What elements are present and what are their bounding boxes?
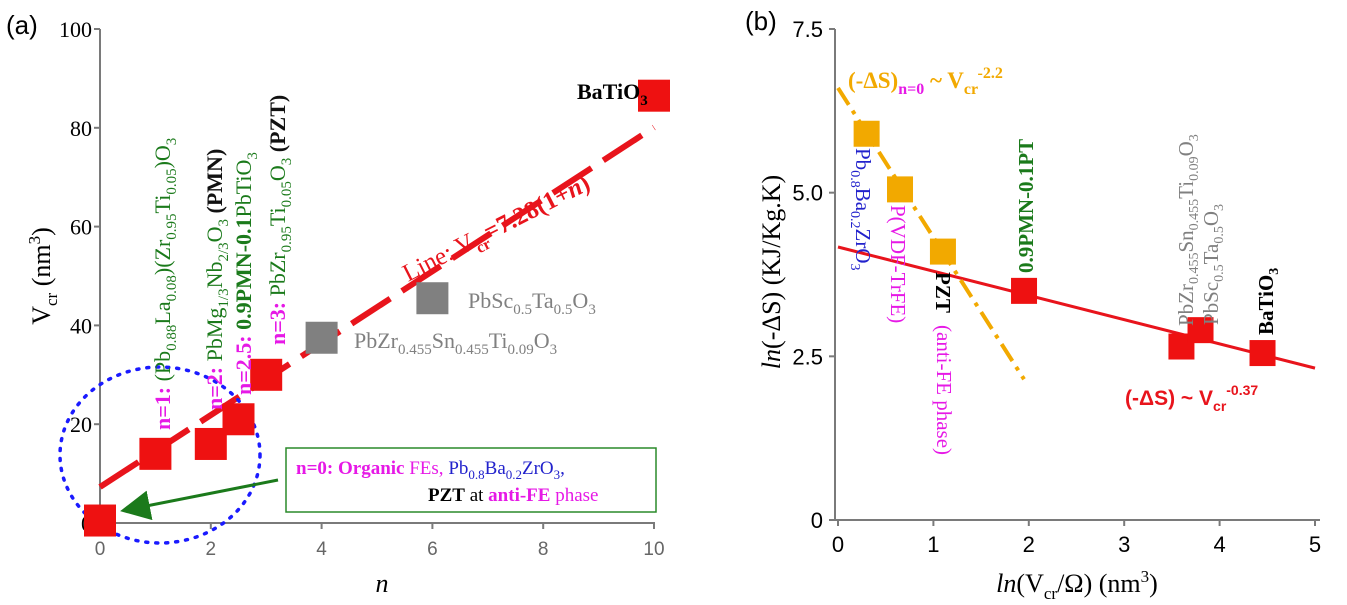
panel-b: (b) 0 1 2 3 4 5 0 2.5 5.0 7.5 ln(Vcr/Ω) (nm3) ln(… bbox=[745, 6, 1321, 603]
panel-a-n25-label: n=2.5: 0.9PMN-0.1PbTiO3 bbox=[231, 152, 261, 395]
panel-a-red-point bbox=[194, 427, 227, 460]
panel-a-pbsc-label: PbSc0.5Ta0.5O3 bbox=[468, 288, 596, 318]
panel-b-pvdf-label: P(VDF-TrFE) bbox=[886, 205, 910, 323]
panel-b-pmn-label: 0.9PMN-0.1PT bbox=[1014, 139, 1038, 273]
panel-b-orange-point bbox=[853, 120, 880, 147]
panel-a-x-tick-label: 6 bbox=[427, 539, 438, 560]
panel-b-orange-point bbox=[887, 176, 914, 203]
panel-b-red-point bbox=[1011, 277, 1038, 304]
panel-a-x-label: n bbox=[376, 569, 389, 598]
panel-a-x-tick-label: 4 bbox=[316, 539, 327, 560]
panel-a-x-tick-label: 2 bbox=[206, 539, 217, 560]
panel-b-ticks: 0 1 2 3 4 5 0 2.5 5.0 7.5 bbox=[792, 17, 1321, 557]
panel-b-y-tick-label: 2.5 bbox=[792, 344, 823, 369]
panel-b-x-tick-label: 2 bbox=[1023, 532, 1035, 557]
panel-b-red-fit-line bbox=[837, 245, 1316, 370]
panel-b-batio3-label: BaTiO3 bbox=[1254, 268, 1282, 335]
panel-b-orange-label: (-ΔS)n=0 ~ Vcr-2.2 bbox=[848, 65, 1003, 98]
panel-a-y-tick-label: 40 bbox=[70, 313, 92, 338]
panel-b-y-label: ln(-ΔS) (KJ/Kg.K) bbox=[757, 175, 786, 369]
panel-a-dotted-circle bbox=[58, 365, 262, 545]
panel-b-pzt-label: PZT bbox=[931, 272, 955, 313]
panel-a-callout-box bbox=[285, 447, 657, 513]
panel-b-tag: (b) bbox=[745, 6, 777, 36]
panel-b-y-tick-label: 0 bbox=[811, 508, 823, 533]
panel-b-red-point bbox=[1249, 340, 1276, 367]
panel-a-red-point bbox=[250, 358, 283, 391]
panel-a-red-point bbox=[139, 437, 172, 470]
panel-b-x-tick-label: 1 bbox=[927, 532, 939, 557]
panel-b-y-tick-label: 7.5 bbox=[792, 17, 823, 42]
panel-b-x-tick-label: 3 bbox=[1118, 532, 1130, 557]
panel-a-n2-label: n=2: PbMg1/3Nb2/3O3 (PMN) bbox=[202, 149, 232, 410]
panel-a: (a) 0246810020406080100 n Vcr (nm3) BaTi… bbox=[6, 10, 670, 598]
panel-b-points bbox=[853, 120, 1276, 367]
panel-a-batio3-label: BaTiO3 bbox=[577, 79, 648, 109]
panel-a-x-tick-label: 10 bbox=[643, 539, 664, 560]
panel-a-red-point bbox=[84, 504, 116, 537]
panel-a-n3-label: n=3: PbZr0.95Ti0.05O3 (PZT) bbox=[265, 95, 295, 345]
panel-b-x-tick-label: 4 bbox=[1213, 532, 1225, 557]
panel-b-antife-label: (anti-FE phase) bbox=[932, 325, 956, 455]
panel-a-x-tick-label: 8 bbox=[538, 539, 549, 560]
panel-a-y-label: Vcr (nm3) bbox=[25, 227, 61, 325]
panel-b-orange-point bbox=[929, 238, 956, 265]
panel-a-callout-arrow bbox=[120, 478, 279, 521]
panel-b-x-label: ln(Vcr/Ω) (nm3) bbox=[996, 567, 1158, 603]
panel-a-points bbox=[84, 79, 670, 537]
panel-a-red-point bbox=[638, 79, 670, 112]
panel-a-y-tick-label: 80 bbox=[70, 116, 92, 141]
panel-b-pbba-label: Pb0.8Ba0.2ZrO3 bbox=[847, 148, 875, 271]
panel-a-x-tick-label: 0 bbox=[95, 539, 106, 560]
panel-a-fit-line bbox=[98, 124, 656, 490]
panel-b-pbzrsn-label: PbZr0.455Sn0.455Ti0.09O3 bbox=[1174, 134, 1202, 326]
panel-a-tag: (a) bbox=[6, 10, 38, 40]
panel-a-callout-line1: n=0: Organic FEs, Pb0.8Ba0.2ZrO3, bbox=[296, 458, 565, 482]
panel-a-red-point bbox=[222, 403, 255, 436]
panel-a-callout-line2: PZT at anti-FE phase bbox=[428, 485, 598, 506]
panel-b-y-tick-label: 5.0 bbox=[792, 181, 823, 206]
panel-b-pbsc-label: PbSc0.5Ta0.5O3 bbox=[1199, 204, 1227, 325]
panel-a-y-tick-label: 20 bbox=[70, 412, 92, 437]
panel-a-line-label: Line: Vcr=7.28(1+n) bbox=[398, 170, 596, 292]
panel-b-red-point bbox=[1187, 317, 1214, 344]
panel-b-x-tick-label: 0 bbox=[832, 532, 844, 557]
panel-b-red-label: (-ΔS) ~ Vcr-0.37 bbox=[1125, 382, 1258, 414]
panel-b-x-tick-label: 5 bbox=[1309, 532, 1321, 557]
panel-a-gray-point bbox=[416, 282, 449, 315]
panel-a-y-tick-label: 100 bbox=[59, 17, 92, 42]
panel-a-gray-point bbox=[305, 321, 338, 354]
panel-a-pbzrsn-label: PbZr0.455Sn0.455Ti0.09O3 bbox=[354, 328, 557, 358]
panel-a-y-tick-label: 60 bbox=[70, 215, 92, 240]
panel-a-n1-label: n=1: (Pb0.88La0.08)(Zr0.95Ti0.05)O3 bbox=[150, 138, 180, 430]
